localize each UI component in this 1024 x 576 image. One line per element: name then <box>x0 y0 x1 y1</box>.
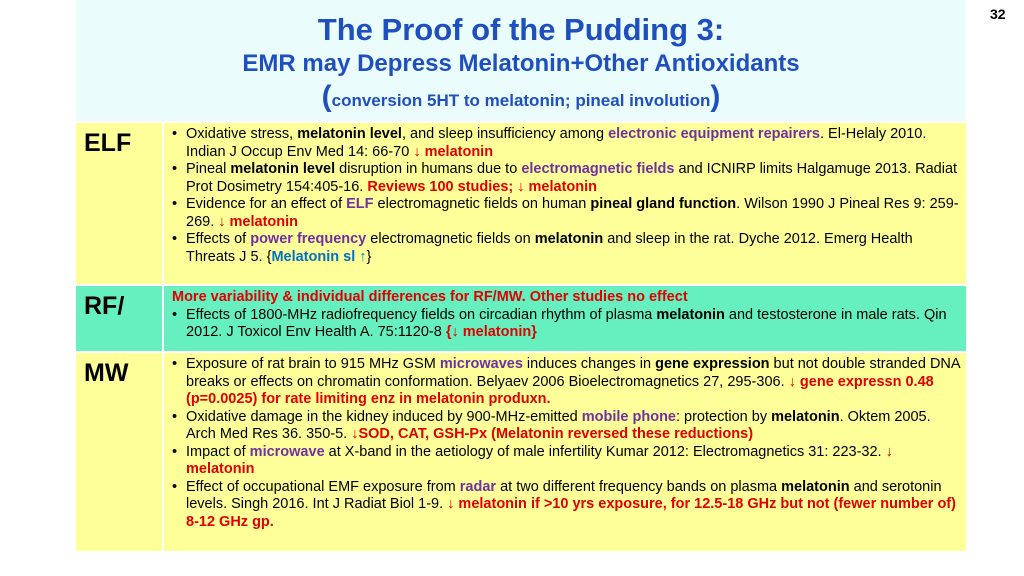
header: The Proof of the Pudding 3: EMR may Depr… <box>76 0 966 121</box>
note: (conversion 5HT to melatonin; pineal inv… <box>76 80 966 114</box>
subtitle: EMR may Depress Melatonin+Other Antioxid… <box>242 50 800 77</box>
row-body: More variability & individual difference… <box>164 286 966 351</box>
text-run: Exposure of rat brain to 915 MHz GSM <box>186 356 440 372</box>
text-run: microwaves <box>439 356 523 372</box>
row: RF/More variability & individual differe… <box>76 284 966 351</box>
text-run: power frequency <box>250 231 367 247</box>
text-run: ↓ gene expressn 0.48 (p=0.0025) for rate… <box>186 373 934 408</box>
text-run: Evidence for an effect of <box>186 196 347 212</box>
text-run: conversion 5HT to melatonin; pineal invo… <box>331 91 711 110</box>
bullet-item: Exposure of rat brain to 915 MHz GSM mic… <box>172 356 960 409</box>
text-run: melatonin <box>656 306 725 323</box>
text-run: . Oktem 2005. Arch Med Res 36. 350-5. <box>186 408 931 443</box>
row: ELFOxidative stress, melatonin level, an… <box>76 121 966 284</box>
text-run: ↓ melatonin <box>413 143 494 160</box>
text-run: , and sleep insufficiency among <box>401 126 609 142</box>
slide-number: 32 <box>990 6 1006 22</box>
text-run: electromagnetic fields on <box>366 231 535 247</box>
text-run: melatonin level <box>230 161 336 177</box>
row-body: Exposure of rat brain to 915 MHz GSM mic… <box>164 353 966 551</box>
lead: More variability & individual difference… <box>172 289 960 307</box>
bullet-item: Impact of microwave at X-band in the aet… <box>172 444 960 479</box>
row: MWExposure of rat brain to 915 MHz GSM m… <box>76 351 966 551</box>
text-run: ↓ melatonin <box>186 443 893 478</box>
text-run: and testosterone in male rats. Qin 2012.… <box>186 306 947 341</box>
text-run: ↓ melatonin <box>218 213 299 230</box>
text-run: and sleep in the rat. Dyche 2012. Emerg … <box>186 231 913 265</box>
bullet-item: Effect of occupational EMF exposure from… <box>172 479 960 532</box>
text-run: ( <box>321 80 332 113</box>
text-run: electromagnetic fields <box>521 161 675 177</box>
text-run: . El-Helaly 2010. Indian J Occup Env Med… <box>186 126 927 160</box>
table: ELFOxidative stress, melatonin level, an… <box>76 121 966 551</box>
text-run: disruption in humans due to <box>335 161 522 177</box>
text-run: and serotonin levels. Singh 2016. Int J … <box>186 478 942 513</box>
text-run: Oxidative damage in the kidney induced b… <box>186 408 582 425</box>
text-run: mobile phone <box>581 408 676 425</box>
text-run: Effect of occupational EMF exposure from <box>186 478 460 495</box>
text-run: at X-band in the aetiology of male infer… <box>324 443 886 460</box>
text-run: Reviews 100 studies; ↓ melatonin <box>367 178 598 195</box>
bullet-item: Pineal melatonin level disruption in hum… <box>172 161 960 196</box>
text-run: at two different frequency bands on plas… <box>496 478 782 495</box>
text-run: ↓SOD, CAT, GSH-Px (Melatonin reversed th… <box>351 426 754 442</box>
title: The Proof of the Pudding 3: <box>317 12 725 47</box>
text-run: melatonin <box>534 231 604 247</box>
text-run: electromagnetic fields on human <box>373 196 591 212</box>
text-run: Oxidative stress, <box>186 126 298 142</box>
text-run: melatonin <box>771 408 840 425</box>
text-run: } <box>366 248 372 265</box>
text-run: More variability & individual difference… <box>172 289 688 305</box>
bullet-item: Oxidative stress, melatonin level, and s… <box>172 126 960 161</box>
text-run: but not double stranded DNA breaks or ef… <box>186 356 960 390</box>
text-run: ↓ melatonin if >10 yrs exposure, for 12.… <box>186 496 956 530</box>
bullet-item: Evidence for an effect of ELF electromag… <box>172 196 960 231</box>
text-run: Impact of <box>186 443 250 460</box>
text-run: Melatonin sl ↑ <box>271 248 367 265</box>
text-run: Effects of 1800-MHz radiofrequency field… <box>186 306 657 323</box>
text-run: melatonin <box>781 478 850 495</box>
text-run: electronic equipment repairers <box>608 126 820 142</box>
slide: The Proof of the Pudding 3: EMR may Depr… <box>76 0 966 552</box>
text-run: Effects of <box>186 231 251 247</box>
row-body: Oxidative stress, melatonin level, and s… <box>164 123 966 284</box>
text-run: Pineal <box>186 161 231 177</box>
bullet-item: Effects of power frequency electromagnet… <box>172 231 960 266</box>
row-label: ELF <box>76 123 164 284</box>
bullet-item: Effects of 1800-MHz radiofrequency field… <box>172 307 960 342</box>
text-run: ) <box>710 80 721 113</box>
text-run: induces changes in <box>522 356 656 372</box>
text-run: and ICNIRP limits Halgamuge 2013. Radiat… <box>186 161 958 195</box>
text-run: melatonin level <box>297 126 402 142</box>
text-run: . Wilson 1990 J Pineal Res 9: 259-269. <box>186 196 959 230</box>
text-run: ELF <box>346 196 374 212</box>
row-label: RF/ <box>76 286 164 351</box>
row-label: MW <box>76 353 164 551</box>
text-run: pineal gland function <box>590 196 737 212</box>
text-run: radar <box>459 478 497 495</box>
bullet-item: Oxidative damage in the kidney induced b… <box>172 409 960 444</box>
text-run: {↓ melatonin} <box>445 324 537 340</box>
text-run: microwave <box>249 443 325 460</box>
text-run: : protection by <box>675 408 772 425</box>
text-run: gene expression <box>655 356 770 372</box>
